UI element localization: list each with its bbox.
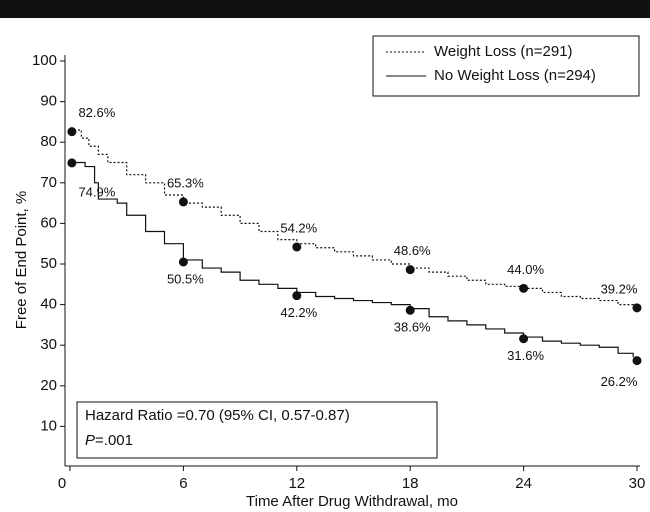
marker (178, 197, 188, 207)
p-value: P=.001 (85, 432, 133, 449)
x-tick-label: 30 (629, 475, 646, 492)
value-label: 82.6% (78, 105, 115, 120)
survival-curve (70, 161, 634, 358)
value-label: 31.6% (507, 348, 544, 363)
legend-label: Weight Loss (n=291) (434, 43, 573, 60)
value-label: 54.2% (280, 220, 317, 235)
y-tick-label: 90 (40, 93, 57, 110)
x-tick-label: 0 (58, 475, 66, 492)
value-label: 44.0% (507, 262, 544, 277)
value-label: 42.2% (280, 305, 317, 320)
y-tick-label: 30 (40, 336, 57, 353)
marker (67, 158, 77, 168)
y-tick-label: 100 (32, 52, 57, 69)
x-axis-label: Time After Drug Withdrawal, mo (246, 493, 458, 510)
p-symbol: P (85, 432, 95, 449)
y-tick-label: 10 (40, 417, 57, 434)
p-number: =.001 (95, 432, 133, 449)
marker (519, 283, 529, 293)
x-tick-label: 18 (402, 475, 419, 492)
y-tick-label: 50 (40, 255, 57, 272)
x-tick-label: 24 (515, 475, 532, 492)
header-bar (0, 0, 650, 18)
value-label: 50.5% (167, 271, 204, 286)
marker (178, 257, 188, 267)
y-tick-label: 60 (40, 214, 57, 231)
annotation-box (76, 401, 438, 459)
y-tick-label: 40 (40, 296, 57, 313)
marker (405, 265, 415, 275)
value-label: 74.9% (78, 184, 115, 199)
marker (292, 242, 302, 252)
y-tick-label: 70 (40, 174, 57, 191)
legend-box (372, 35, 640, 97)
value-label: 38.6% (394, 320, 431, 335)
y-tick-label: 80 (40, 133, 57, 150)
y-axis-label: Free of End Point, % (13, 191, 30, 329)
marker (632, 356, 642, 366)
marker (292, 291, 302, 301)
marker (519, 334, 529, 344)
value-label: 65.3% (167, 175, 204, 190)
x-tick-label: 12 (288, 475, 305, 492)
x-tick-label: 6 (179, 475, 187, 492)
marker (632, 303, 642, 313)
y-tick-label: 20 (40, 377, 57, 394)
value-label: 26.2% (601, 374, 638, 389)
value-label: 39.2% (601, 281, 638, 296)
survival-curve (70, 129, 634, 309)
annotation: Hazard Ratio =0.70 (95% CI, 0.57-0.87) (85, 407, 350, 424)
marker (67, 127, 77, 137)
legend-label: No Weight Loss (n=294) (434, 67, 596, 84)
value-label: 48.6% (394, 243, 431, 258)
marker (405, 305, 415, 315)
